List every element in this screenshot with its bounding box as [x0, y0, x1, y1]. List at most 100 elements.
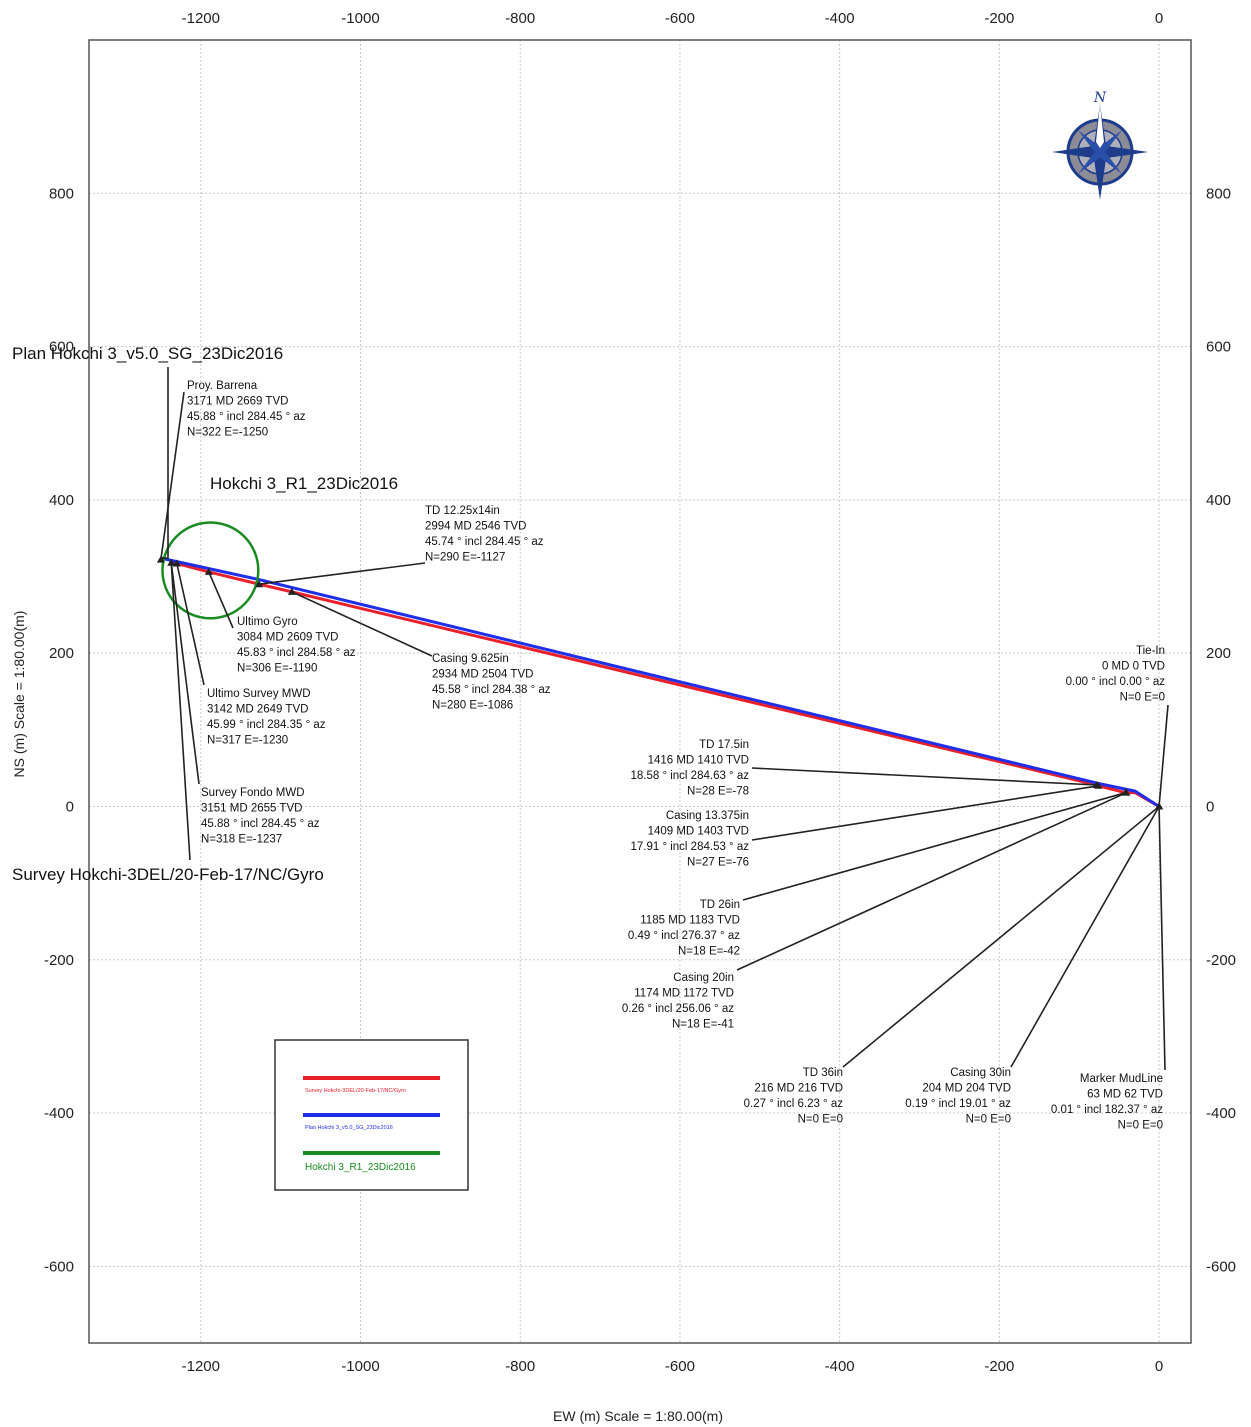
y-tick-left-5: 400	[49, 492, 74, 509]
annotation-10-line-2: 0.26 ° incl 256.06 ° az	[622, 1003, 734, 1015]
annotation-10-leader	[736, 791, 1127, 971]
annotation-11-line-2: 0.27 ° incl 6.23 ° az	[744, 1098, 844, 1110]
y-tick-left-4: 200	[49, 645, 74, 662]
x-tick-bottom-6: 0	[1155, 1358, 1163, 1375]
annotation-6-leader	[1158, 704, 1169, 807]
annotation-0-line-2: 45.88 ° incl 284.45 ° az	[187, 411, 306, 423]
annotation-0-line-1: 3171 MD 2669 TVD	[187, 396, 288, 408]
annotation-12-line-3: N=0 E=0	[966, 1114, 1011, 1126]
annotation-3-line-1: 2934 MD 2504 TVD	[432, 669, 533, 681]
annotation-7-leader	[751, 767, 1097, 786]
x-tick-top-3: -600	[665, 10, 695, 27]
annotation-9-line-1: 1185 MD 1183 TVD	[640, 915, 740, 927]
annotation-5-line-3: N=318 E=-1237	[201, 834, 282, 846]
annotation-9-leader	[742, 791, 1126, 901]
y-tick-left-0: -600	[44, 1258, 74, 1275]
target-label: Hokchi 3_R1_23Dic2016	[210, 474, 398, 493]
annotation-13-leader	[1158, 806, 1166, 1071]
annotation-13: Marker MudLine 63 MD 62 TVD 0.01 ° incl 18…	[1051, 1073, 1163, 1132]
annotation-10-line-3: N=18 E=-41	[672, 1019, 734, 1031]
y-tick-left-2: -200	[44, 952, 74, 969]
annotation-2-leader	[208, 571, 234, 629]
annotation-9-line-3: N=18 E=-42	[678, 946, 740, 958]
well-label-1-leader	[170, 562, 191, 861]
legend: Survey Hokchi-3DEL/20-Feb-17/NC/Gyro Pla…	[274, 1039, 469, 1191]
well-label-1: Survey Hokchi-3DEL/20-Feb-17/NC/Gyro	[12, 865, 324, 884]
annotation-1-leader	[258, 562, 426, 585]
annotation-13-line-2: 0.01 ° incl 182.37 ° az	[1051, 1104, 1163, 1116]
annotation-1-marker	[255, 580, 264, 588]
annotation-3: Casing 9.625in 2934 MD 2504 TVD 45.58 ° in…	[432, 653, 551, 712]
annotation-3-marker	[287, 587, 296, 595]
annotation-7-line-0: TD 17.5in	[699, 739, 749, 751]
y-tick-right-6: 600	[1206, 339, 1231, 356]
annotation-13-line-1: 63 MD 62 TVD	[1087, 1089, 1163, 1101]
annotation-2-marker	[204, 567, 213, 575]
annotation-0-line-0: Proy. Barrena	[187, 380, 258, 392]
y-tick-left-3: 0	[66, 798, 74, 815]
annotation-10-marker	[1122, 788, 1131, 796]
x-tick-top-2: -800	[505, 10, 535, 27]
annotation-2: Ultimo Gyro 3084 MD 2609 TVD 45.83 ° incl …	[237, 616, 356, 675]
annotation-8-line-1: 1409 MD 1403 TVD	[648, 826, 749, 838]
annotation-3-line-3: N=280 E=-1086	[432, 700, 513, 712]
annotation-5-marker	[167, 558, 176, 566]
y-tick-right-3: 0	[1206, 798, 1214, 815]
x-tick-top-1: -1000	[341, 10, 379, 27]
annotation-4-line-3: N=317 E=-1230	[207, 735, 288, 747]
annotation-9-line-2: 0.49 ° incl 276.37 ° az	[628, 930, 740, 942]
annotation-6-line-2: 0.00 ° incl 0.00 ° az	[1066, 676, 1166, 688]
annotation-8-leader	[751, 784, 1099, 841]
y-tick-right-7: 800	[1206, 185, 1231, 202]
annotation-0: Proy. Barrena 3171 MD 2669 TVD 45.88 ° inc…	[187, 380, 306, 439]
annotation-6-line-1: 0 MD 0 TVD	[1102, 661, 1165, 673]
annotation-6-line-0: Tie-In	[1136, 645, 1165, 657]
annotation-10-line-1: 1174 MD 1172 TVD	[634, 988, 734, 1000]
x-tick-bottom-1: -1000	[341, 1358, 379, 1375]
annotation-5: Survey Fondo MWD 3151 MD 2655 TVD 45.88 ° …	[201, 787, 320, 846]
y-tick-right-1: -400	[1206, 1105, 1236, 1122]
y-tick-right-5: 400	[1206, 492, 1231, 509]
annotation-4-marker	[172, 559, 181, 567]
annotation-10-line-0: Casing 20in	[673, 972, 734, 984]
annotation-1-line-2: 45.74 ° incl 284.45 ° az	[425, 536, 544, 548]
series-line-0	[171, 561, 1160, 808]
annotation-4-leader	[176, 563, 205, 686]
annotation-0-leader	[160, 391, 185, 560]
annotation-1-line-1: 2994 MD 2546 TVD	[425, 521, 526, 533]
annotation-8-line-3: N=27 E=-76	[687, 857, 749, 869]
compass-rose-icon: N	[1052, 90, 1148, 200]
well-label-0: Plan Hokchi 3_v5.0_SG_23Dic2016	[12, 344, 283, 363]
annotation-4-line-2: 45.99 ° incl 284.35 ° az	[207, 719, 326, 731]
plot-frame	[88, 39, 1192, 1344]
annotation-2-line-1: 3084 MD 2609 TVD	[237, 632, 338, 644]
tick-labels: -1200 -1200 -1000 -1000 -800 -800 -600 -600 -400…	[44, 10, 1236, 1375]
annotations: Proy. Barrena 3171 MD 2669 TVD 45.88 ° inc…	[12, 344, 1165, 1132]
annotation-12-line-1: 204 MD 204 TVD	[922, 1083, 1011, 1095]
y-tick-right-0: -600	[1206, 1258, 1236, 1275]
annotation-11-line-1: 216 MD 216 TVD	[754, 1083, 843, 1095]
annotation-5-line-1: 3151 MD 2655 TVD	[201, 803, 302, 815]
x-tick-top-5: -200	[984, 10, 1014, 27]
annotation-2-line-3: N=306 E=-1190	[237, 663, 317, 675]
annotation-6: Tie-In 0 MD 0 TVD 0.00 ° incl 0.00 ° az N=0…	[1066, 645, 1166, 704]
annotation-5-line-0: Survey Fondo MWD	[201, 787, 305, 799]
annotation-1-line-0: TD 12.25x14in	[425, 505, 500, 517]
x-tick-bottom-2: -800	[505, 1358, 535, 1375]
y-tick-right-4: 200	[1206, 645, 1231, 662]
annotation-1-line-3: N=290 E=-1127	[425, 552, 505, 564]
annotation-12-line-2: 0.19 ° incl 19.01 ° az	[905, 1098, 1011, 1110]
annotation-leaders	[156, 367, 1169, 1071]
annotation-7: TD 17.5in 1416 MD 1410 TVD 18.58 ° incl 28…	[630, 739, 749, 798]
annotation-0-marker	[156, 555, 165, 563]
x-tick-bottom-5: -200	[984, 1358, 1014, 1375]
legend-label-target: Hokchi 3_R1_23Dic2016	[305, 1162, 416, 1173]
well-label-0-leader	[160, 367, 169, 559]
annotation-3-line-0: Casing 9.625in	[432, 653, 509, 665]
annotation-13-marker	[1155, 802, 1164, 810]
compass-north-tip	[1096, 104, 1104, 148]
annotation-3-leader	[291, 591, 433, 657]
annotation-10: Casing 20in 1174 MD 1172 TVD 0.26 ° incl 2…	[622, 972, 734, 1031]
